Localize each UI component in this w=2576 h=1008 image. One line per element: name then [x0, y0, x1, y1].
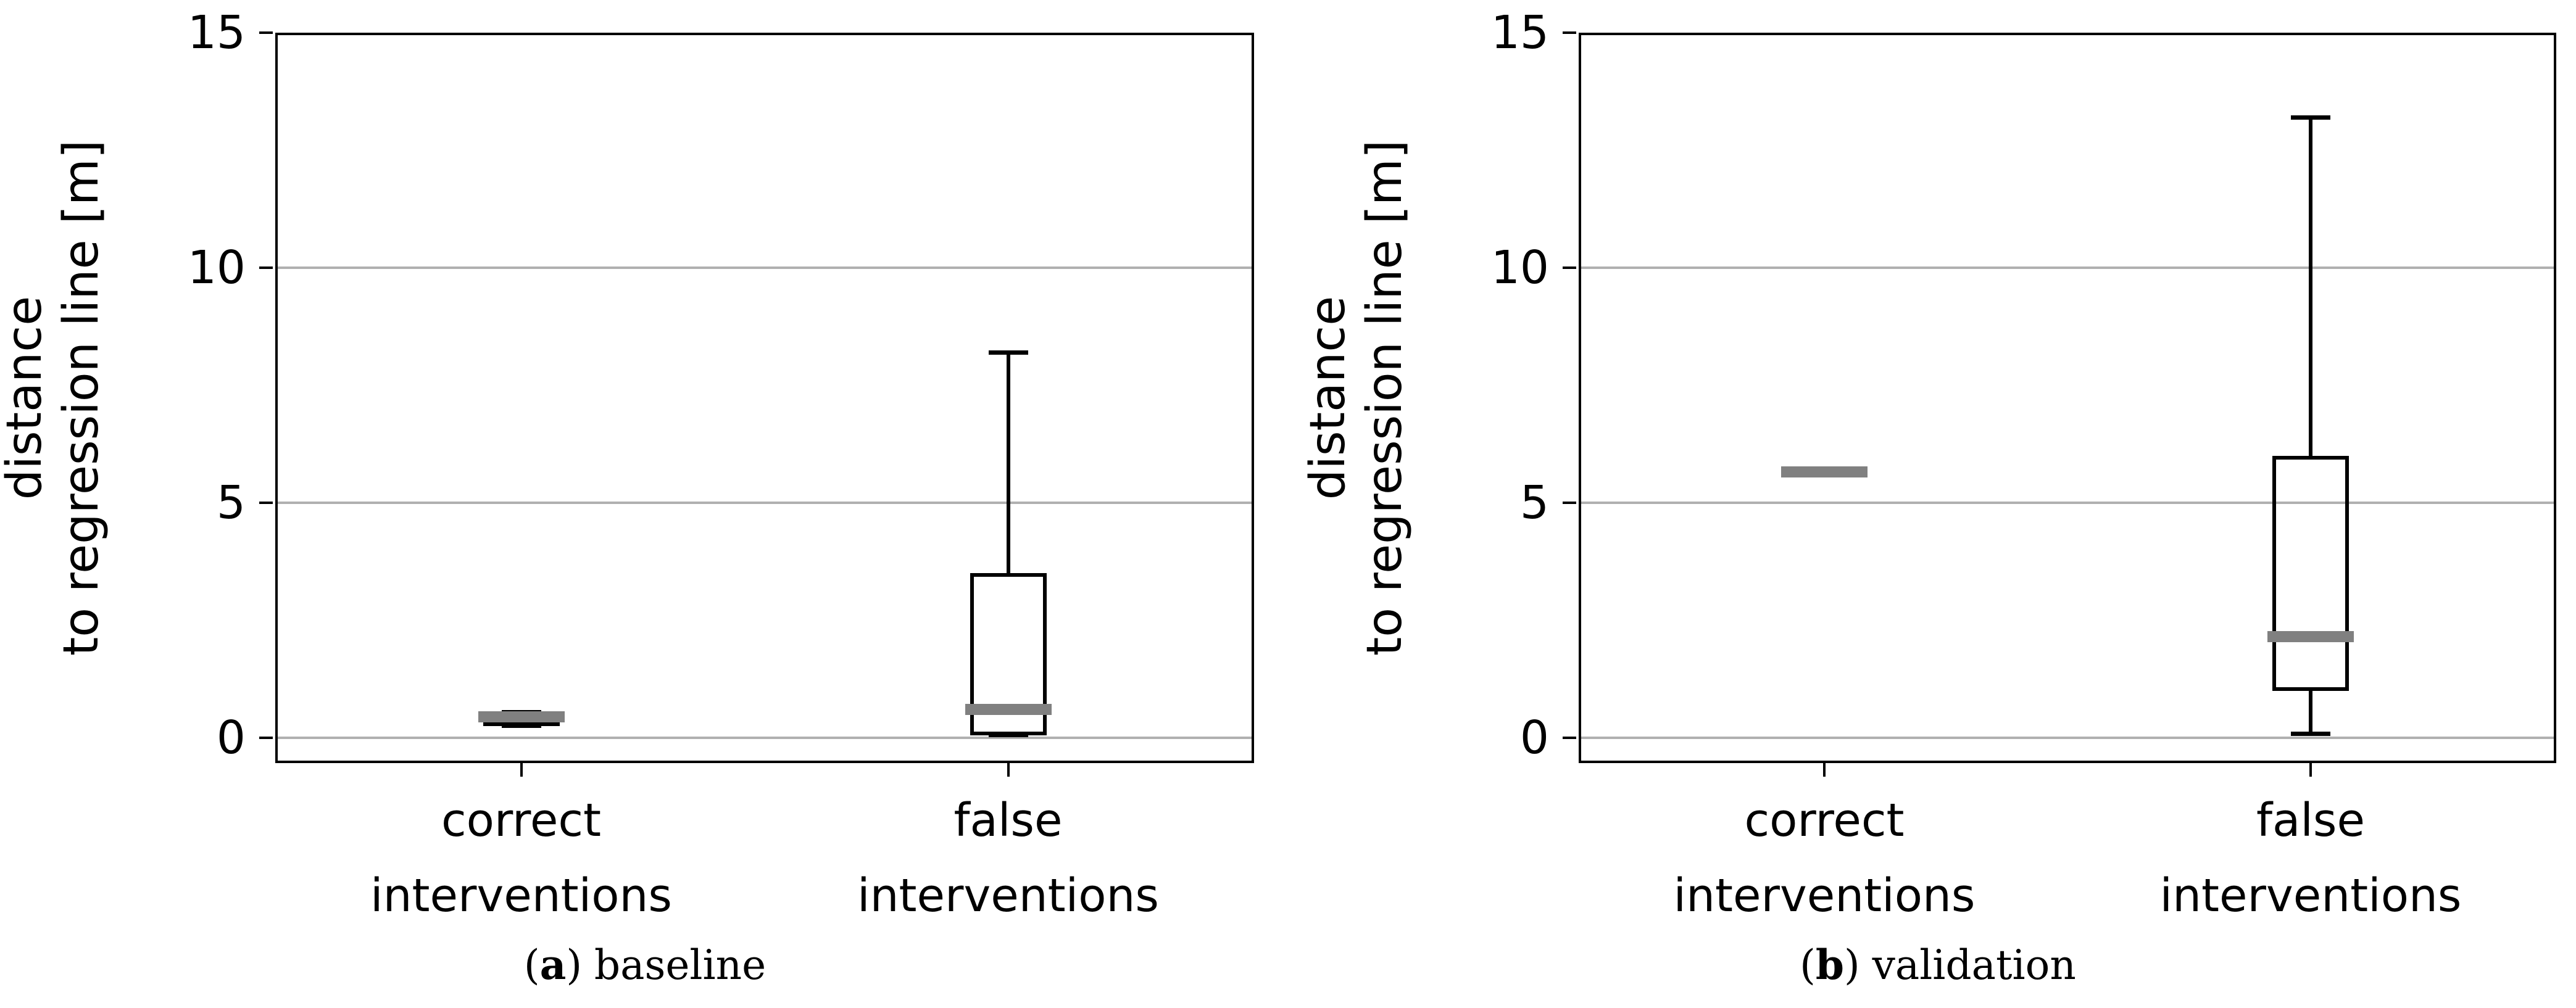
axes-baseline: 0 5 10 15 correct interventions false intervent…	[188, 10, 1254, 922]
x-tick-label-line: false	[2256, 794, 2366, 847]
x-tick-0	[520, 763, 523, 777]
y-tick-5	[1563, 501, 1576, 504]
gridline-10	[278, 266, 1252, 269]
caption-text: baseline	[594, 941, 767, 989]
median-line-0	[1781, 466, 1868, 478]
whisker-high	[2309, 117, 2312, 456]
y-tick-10	[1563, 266, 1576, 269]
whisker-cap-low	[2291, 731, 2330, 736]
caption-validation: (b) validation	[1800, 940, 2076, 990]
box-1	[2272, 455, 2349, 691]
x-tick-label-line: correct	[1744, 794, 1905, 847]
caption-letter: a	[539, 941, 567, 989]
y-tick-0	[259, 736, 273, 739]
x-tick-label-line: interventions	[857, 869, 1159, 922]
y-axis-label-line1: distance	[0, 295, 52, 500]
y-tick-label-0: 0	[1519, 711, 1549, 764]
x-tick-0	[1823, 763, 1826, 777]
y-tick-label-15: 15	[1490, 6, 1549, 59]
y-axis-label-line1: distance	[1300, 295, 1356, 500]
x-tick-label-0: correct interventions	[287, 783, 756, 933]
x-tick-label-1: false interventions	[2076, 783, 2545, 933]
x-tick-1	[1007, 763, 1010, 777]
whisker-cap-high	[2291, 115, 2330, 120]
caption-open-paren: (	[1800, 941, 1816, 989]
gridline-0	[278, 736, 1252, 739]
caption-close-paren: )	[566, 941, 583, 989]
y-tick-5	[259, 501, 273, 504]
y-axis-label: distance to regression line [m]	[1300, 140, 1413, 656]
x-tick-label-1: false interventions	[774, 783, 1243, 933]
y-tick-label-10: 10	[1490, 241, 1549, 294]
gridline-5	[278, 501, 1252, 504]
caption-close-paren: )	[1844, 941, 1860, 989]
whisker-low	[2309, 690, 2312, 734]
y-axis-label: distance to regression line [m]	[0, 140, 110, 656]
y-tick-label-0: 0	[216, 711, 246, 764]
y-tick-label-15: 15	[187, 6, 246, 59]
gridline-5	[1581, 501, 2554, 504]
y-tick-0	[1563, 736, 1576, 739]
y-axis-label-line2: to regression line [m]	[1357, 139, 1413, 656]
median-line-1	[965, 704, 1052, 716]
y-axis-label-line2: to regression line [m]	[54, 139, 109, 656]
x-tick-1	[2309, 763, 2312, 777]
x-tick-label-line: interventions	[1673, 869, 1976, 922]
whisker-high	[1006, 352, 1010, 574]
caption-text: validation	[1872, 941, 2076, 989]
caption-open-paren: (	[523, 941, 540, 989]
median-line-0	[478, 711, 565, 722]
x-tick-label-line: interventions	[2159, 869, 2462, 922]
y-tick-15	[259, 31, 273, 34]
median-line-1	[2267, 631, 2354, 643]
y-tick-15	[1563, 31, 1576, 34]
y-tick-label-5: 5	[1519, 476, 1549, 529]
y-tick-label-10: 10	[187, 241, 246, 294]
x-tick-label-0: correct interventions	[1590, 783, 2059, 933]
x-tick-label-line: false	[954, 794, 1063, 847]
caption-baseline: (a) baseline	[524, 940, 766, 990]
x-tick-label-line: interventions	[370, 869, 672, 922]
gridline-10	[1581, 266, 2554, 269]
box-1	[970, 573, 1047, 736]
x-tick-label-line: correct	[441, 794, 602, 847]
caption-letter: b	[1815, 941, 1845, 989]
gridline-0	[1581, 736, 2554, 739]
whisker-cap-high	[988, 350, 1028, 355]
axes-validation: 0 5 10 15 correct interventions false intervent…	[1491, 10, 2556, 922]
y-tick-label-5: 5	[216, 476, 246, 529]
y-tick-10	[259, 266, 273, 269]
